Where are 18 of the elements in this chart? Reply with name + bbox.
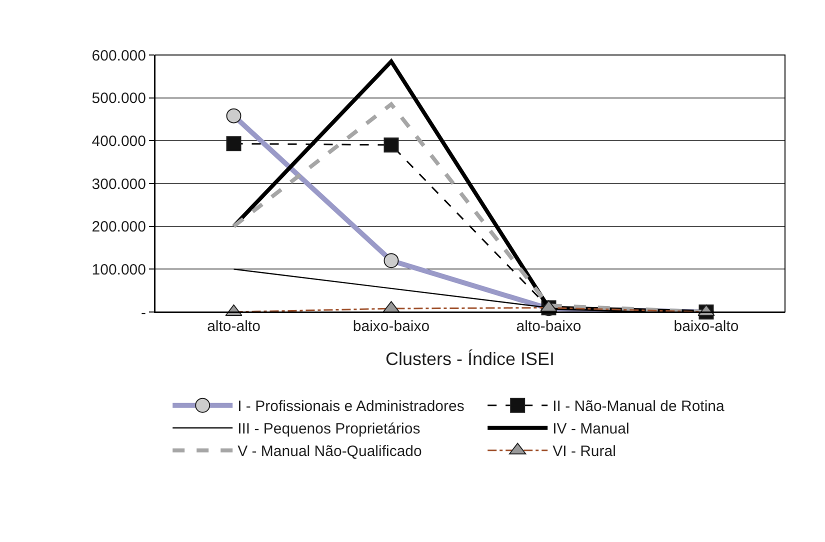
legend-label: I - Profissionais e Administradores [238,398,464,416]
legend-label: III - Pequenos Proprietários [238,420,420,438]
legend-label: II - Não-Manual de Rotina [552,398,726,416]
legend-label: VI - Rural [552,443,616,460]
x-axis-title: Clusters - Índice ISEI [385,349,555,370]
y-tick-label: 300.000 [92,176,146,193]
y-tick-label: - [141,304,146,322]
y-tick-label: 400.000 [92,132,146,150]
y-tick-label: 600.000 [92,47,146,64]
y-tick-label: 200.000 [92,218,146,236]
y-tick-label: 100.000 [92,261,146,278]
x-tick-label: baixo-alto [674,318,739,335]
x-tick-label: baixo-baixo [352,318,430,335]
legend-label: V - Manual Não-Qualificado [238,443,422,460]
legend-label: IV - Manual [552,420,630,438]
x-tick-label: alto-alto [207,318,260,335]
y-tick-label: 500.000 [92,90,146,108]
x-tick-label: alto-baixo [516,318,582,335]
